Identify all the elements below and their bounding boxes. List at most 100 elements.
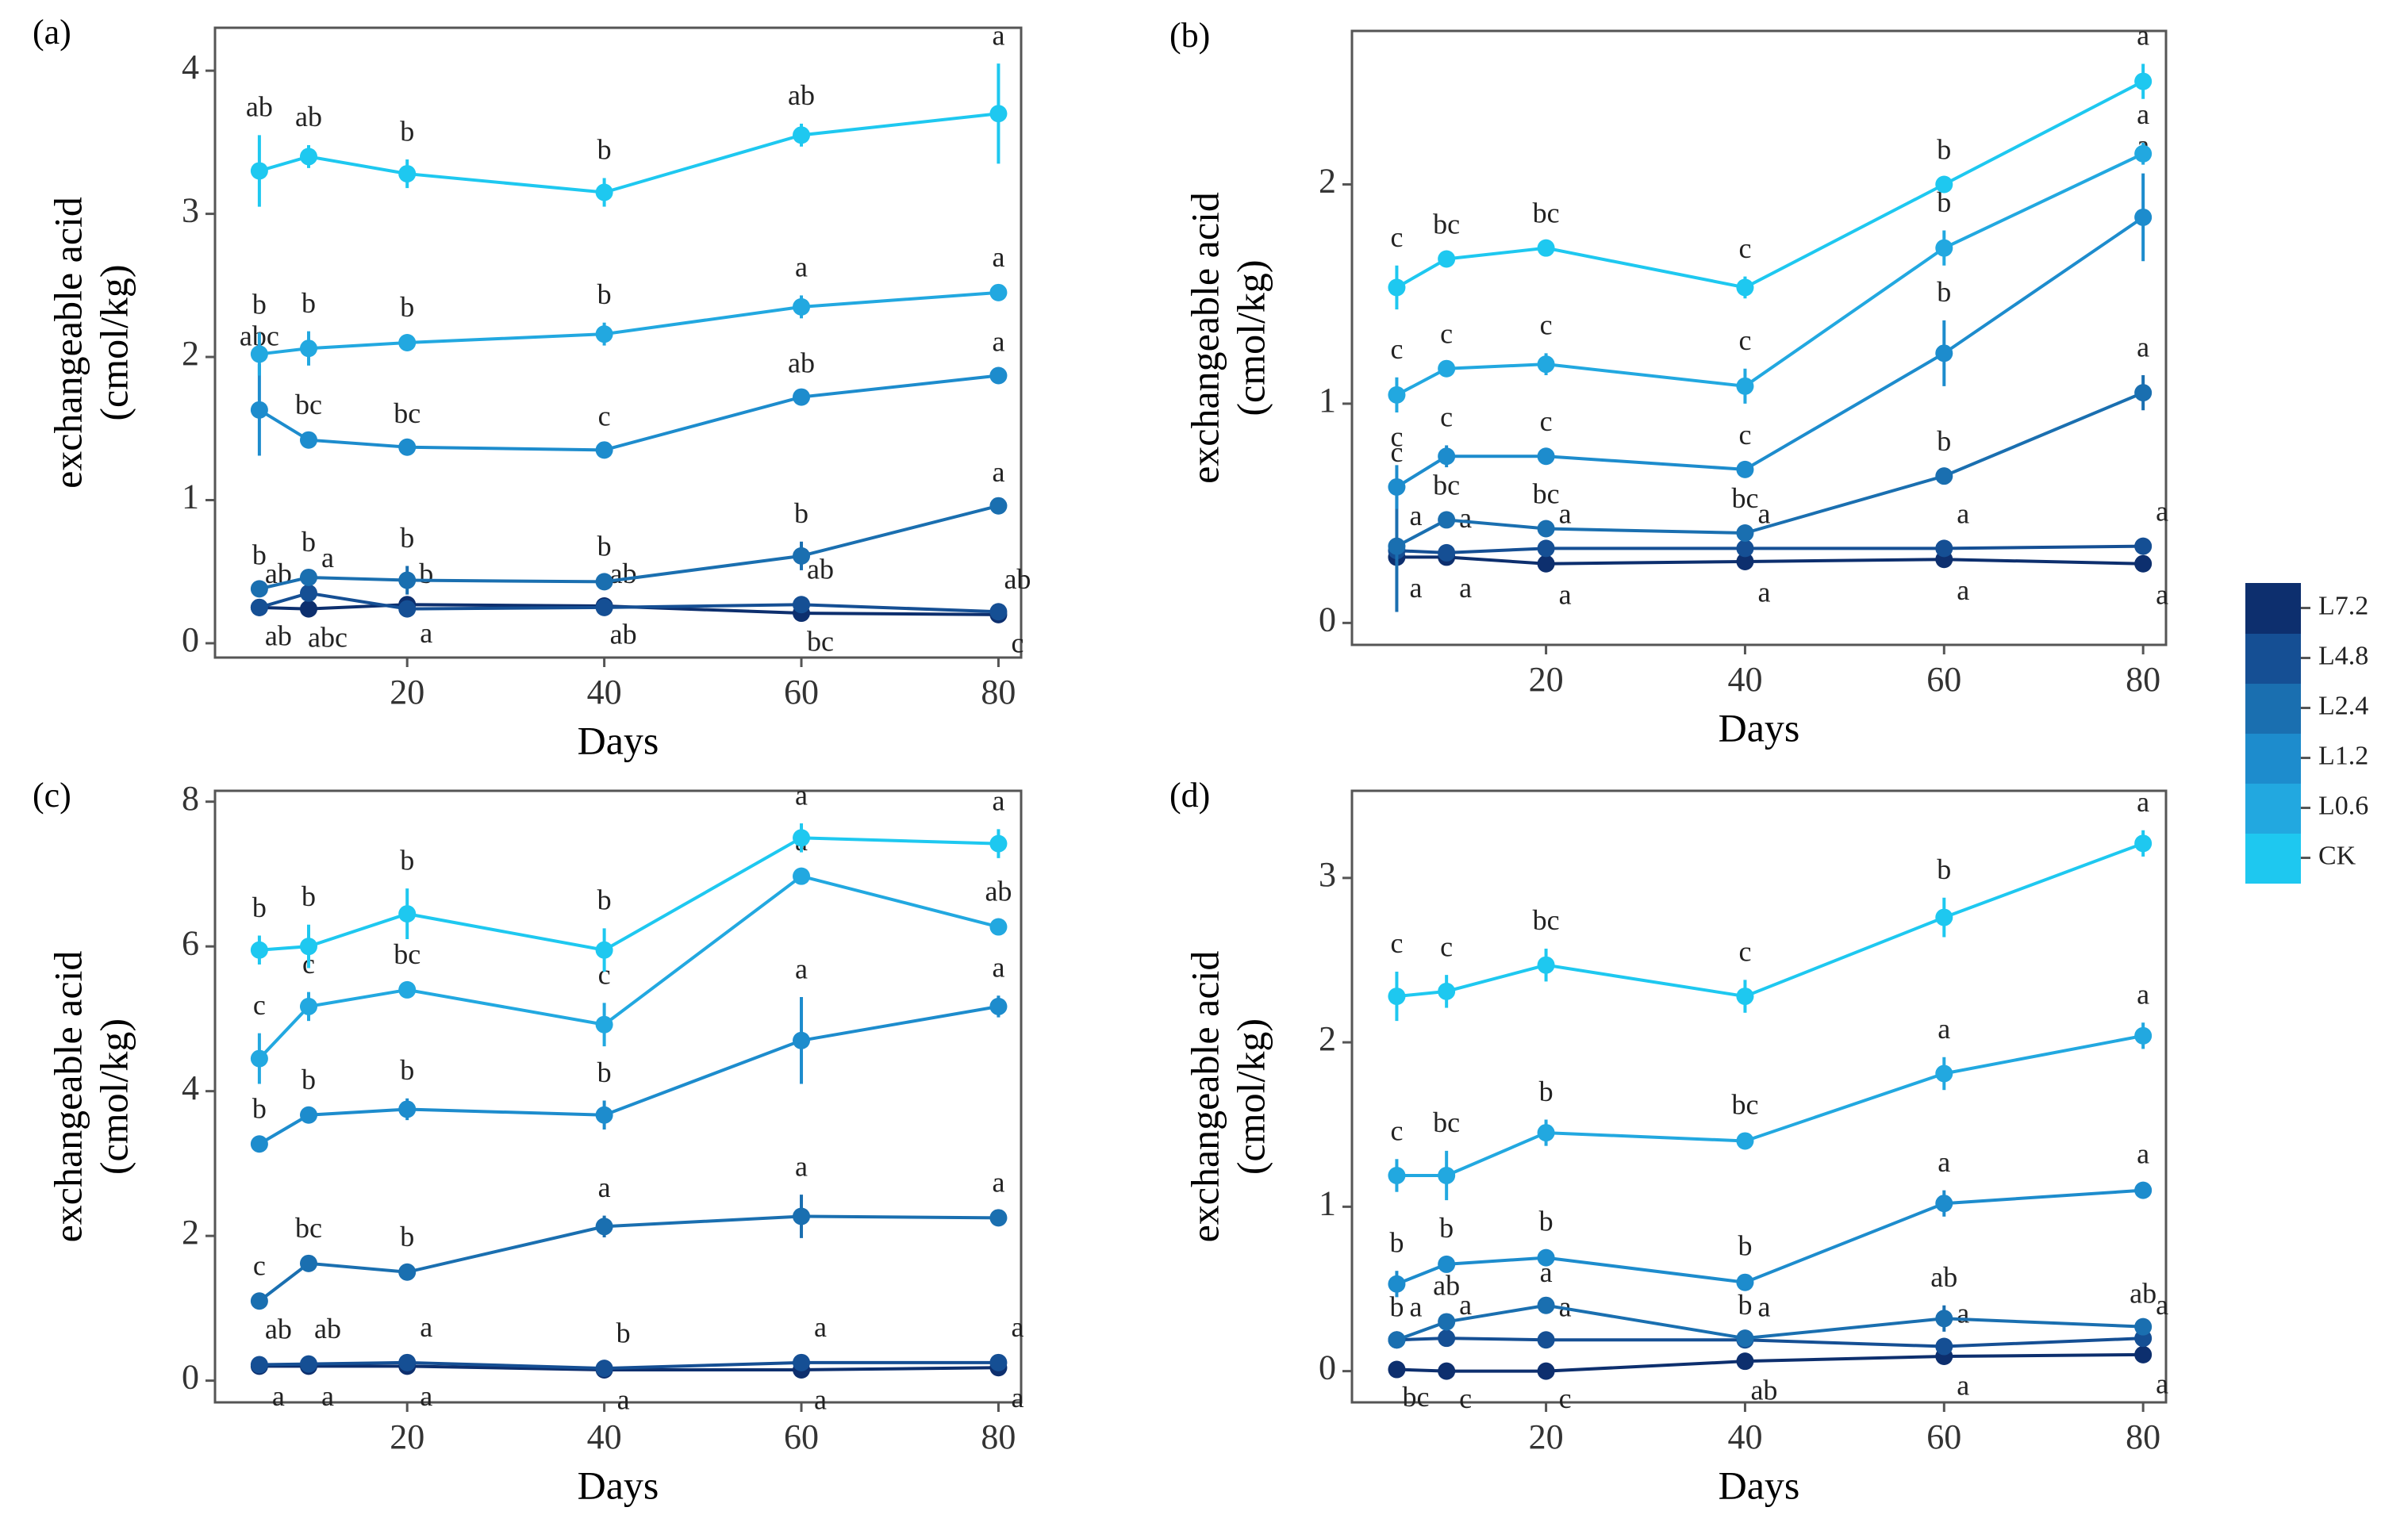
series [1388,142,2153,412]
data-point [1935,175,1953,194]
series-line [1396,1034,2144,1177]
significance-letter: b [597,1057,612,1088]
significance-letter: c [1390,421,1403,453]
data-point [1537,956,1555,974]
data-point [299,431,317,449]
significance-letter: a [2156,578,2168,610]
data-point [595,573,613,591]
data-point [1537,1296,1555,1314]
y-axis-title: exchangeable acid [1182,192,1227,484]
data-point [989,997,1008,1015]
significance-letter: a [598,1172,611,1203]
legend-swatch [2245,833,2301,884]
series [1388,1181,2153,1298]
data-point [250,1356,268,1374]
data-point [1438,1329,1456,1348]
significance-letter: bc [295,1212,322,1244]
y-axis-title: (cmol/kg) [1228,259,1273,416]
significance-letter: b [597,884,612,916]
significance-letter: bc [1731,482,1758,514]
significance-letter: c [1540,309,1553,341]
panel-label: (c) [33,776,71,815]
significance-letter: a [321,542,334,573]
y-tick-label: 2 [182,334,199,373]
panel-label: (b) [1169,16,1210,55]
significance-letter: a [1559,497,1572,529]
significance-letter: bc [1533,478,1560,509]
data-point [299,1254,317,1272]
significance-letter: b [252,539,267,570]
significance-letter: b [252,892,267,923]
data-point [398,905,417,923]
significance-letter: a [1559,1291,1572,1322]
data-point [1935,1310,1953,1328]
data-point [299,148,317,166]
data-point [1438,250,1456,268]
data-point [1537,554,1555,573]
x-tick-label: 60 [784,673,819,711]
series-line [1396,151,2145,397]
data-point [989,105,1008,123]
significance-letter: c [1390,927,1403,959]
significance-letter: a [2137,98,2149,130]
series [250,867,1008,1084]
data-point [250,1292,268,1310]
data-point [2134,537,2153,555]
significance-letter: bc [1402,1381,1429,1413]
data-point [989,834,1008,853]
significance-letter: a [992,241,1004,273]
data-point [1388,988,1406,1006]
significance-letter: b [794,497,808,529]
legend-label: L0.6 [2318,791,2368,820]
data-point [299,584,317,602]
significance-letter: c [1738,419,1751,451]
y-tick-label: 0 [182,1358,199,1397]
significance-letter: b [400,522,414,554]
data-point [1736,377,1754,395]
significance-letter: ab [2130,1278,2156,1310]
legend-swatch [2245,583,2301,634]
significance-letter: a [1409,500,1422,531]
data-point [299,1106,317,1124]
data-point [299,997,317,1015]
series-line [1396,544,2144,554]
significance-letter: ab [265,620,292,652]
series [1388,63,2153,310]
significance-letter: c [1390,1115,1403,1147]
series [1388,537,2153,562]
significance-letter: a [1757,577,1770,608]
significance-letter: ab [610,558,637,589]
series-line [259,836,999,952]
data-point [1438,359,1456,378]
significance-letter: b [400,115,414,147]
x-tick-label: 20 [390,673,424,711]
series-line [258,374,999,452]
significance-letter: c [1440,318,1453,350]
data-point [1935,1195,1953,1213]
significance-letter: a [1938,1013,1950,1045]
significance-letter: ab [1750,1375,1777,1406]
data-point [2134,1181,2153,1199]
data-point [989,283,1008,301]
series-line [258,1214,999,1302]
x-axis-title: Days [578,718,659,762]
significance-letter: bc [1731,1088,1758,1120]
data-point [1736,539,1754,558]
significance-letter: a [1459,1289,1472,1321]
data-point [250,1049,268,1068]
data-point [1736,1329,1754,1348]
data-point [1388,1166,1406,1184]
significance-letter: c [1440,930,1453,962]
significance-letter: a [2156,496,2168,527]
significance-letter: b [1937,853,1951,885]
significance-letter: a [617,1384,630,1416]
significance-letter: a [795,251,808,283]
series-line [1396,555,2144,566]
data-point [989,366,1008,385]
data-point [398,334,417,351]
data-point [595,325,613,343]
series-line [1396,1337,2144,1348]
significance-letter: ab [788,347,815,379]
significance-letter: abc [308,621,348,653]
significance-letter: c [598,400,611,431]
